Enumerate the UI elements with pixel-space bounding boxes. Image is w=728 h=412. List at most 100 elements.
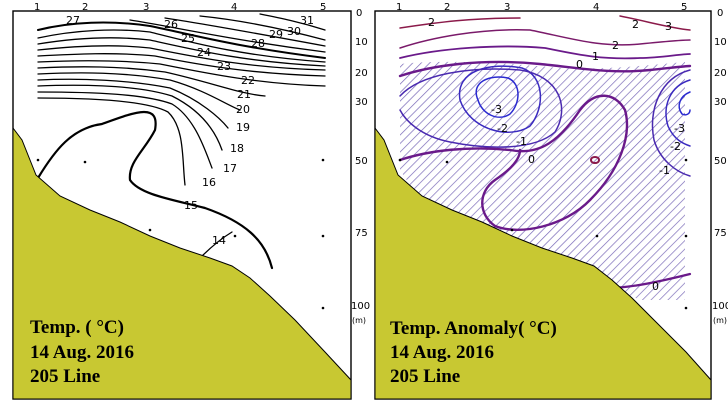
temp-label-15: 15 bbox=[184, 199, 198, 212]
temp-sample-point bbox=[321, 158, 325, 162]
temp-label-18: 18 bbox=[230, 142, 244, 155]
temp-y-tick-0: 0 bbox=[356, 8, 362, 19]
temp-sample-point bbox=[148, 228, 152, 232]
anom-label-neg2-right: -2 bbox=[670, 140, 681, 153]
temp-contour-28 bbox=[129, 19, 326, 53]
anomaly-y-ticks: 0 10 20 30 50 75 100 (m) bbox=[712, 8, 728, 325]
anom-title-line-2: 14 Aug. 2016 bbox=[390, 342, 494, 363]
temp-label-27: 27 bbox=[66, 14, 80, 27]
temp-contour-25 bbox=[37, 37, 326, 67]
temp-label-17: 17 bbox=[223, 162, 237, 175]
temp-y-tick-50: 50 bbox=[355, 156, 368, 167]
temp-contour-21 bbox=[37, 66, 266, 97]
anom-x-tick-1: 1 bbox=[396, 2, 402, 13]
temp-contour-22 bbox=[37, 60, 326, 87]
anom-label-0-b: 0 bbox=[528, 153, 535, 166]
temp-y-tick-30: 30 bbox=[355, 97, 368, 108]
anom-y-tick-0: 0 bbox=[717, 8, 723, 19]
temp-label-26: 26 bbox=[164, 18, 178, 31]
temp-contour-24 bbox=[37, 45, 326, 71]
temp-sample-point bbox=[233, 234, 237, 238]
temp-y-tick-20: 20 bbox=[355, 68, 368, 79]
anomaly-title: Temp. Anomaly( °C) 14 Aug. 2016 205 Line bbox=[390, 318, 557, 387]
anom-y-tick-100: 100 bbox=[712, 301, 728, 312]
anom-label-neg1-left: -1 bbox=[516, 135, 527, 148]
anom-contour-3 bbox=[619, 15, 691, 31]
temp-contour-19 bbox=[37, 78, 229, 129]
temp-y-unit: (m) bbox=[352, 316, 366, 325]
temp-label-29: 29 bbox=[269, 28, 283, 41]
temp-sample-point bbox=[321, 234, 325, 238]
anom-contour-0-upper bbox=[398, 60, 692, 78]
anom-label-2-b: 2 bbox=[632, 18, 639, 31]
anom-label-0-a: 0 bbox=[576, 58, 583, 71]
temp-label-31: 31 bbox=[300, 14, 314, 27]
temp-contour-30 bbox=[199, 15, 326, 41]
anomaly-contours bbox=[398, 15, 692, 290]
anomaly-panel: 1 2 3 4 5 0 10 20 30 50 75 100 (m) bbox=[374, 2, 728, 400]
anom-label-2-a: 2 bbox=[428, 16, 435, 29]
temperature-sample-points bbox=[36, 158, 325, 310]
anom-label-0-c: 0 bbox=[652, 280, 659, 293]
anom-sample-point bbox=[510, 228, 514, 232]
temp-label-14: 14 bbox=[212, 234, 226, 247]
anom-sample-point bbox=[684, 306, 688, 310]
temp-label-23: 23 bbox=[217, 60, 231, 73]
temp-label-28: 28 bbox=[251, 37, 265, 50]
temp-label-24: 24 bbox=[197, 46, 211, 59]
temperature-panel: 1 2 3 4 5 0 10 20 30 50 75 100 (m) bbox=[12, 2, 370, 400]
anom-contour-neg3-left bbox=[475, 76, 519, 118]
anom-contour-neg3-right bbox=[678, 91, 691, 116]
temp-x-tick-2: 2 bbox=[82, 2, 88, 13]
temperature-title: Temp. ( °C) 14 Aug. 2016 205 Line bbox=[30, 317, 134, 387]
temp-x-tick-5: 5 bbox=[320, 2, 326, 13]
anomaly-x-ticks: 1 2 3 4 5 bbox=[396, 2, 687, 13]
anom-contour-0-mid bbox=[398, 94, 629, 231]
temp-x-tick-4: 4 bbox=[231, 2, 237, 13]
anom-contour-0-small bbox=[589, 156, 601, 164]
temperature-seabed bbox=[12, 126, 352, 400]
anom-y-tick-50: 50 bbox=[714, 156, 727, 167]
temp-y-tick-10: 10 bbox=[355, 37, 368, 48]
anom-contour-neg1-left bbox=[399, 68, 563, 148]
temp-contour-18 bbox=[37, 84, 223, 151]
temp-label-30: 30 bbox=[287, 25, 301, 38]
anomaly-contour-labels: 2 2 3 2 1 0 -3 -2 -1 0 -3 -2 -1 0 bbox=[428, 16, 685, 293]
temp-x-tick-3: 3 bbox=[143, 2, 149, 13]
anom-label-1: 1 bbox=[592, 50, 599, 63]
anom-sample-point bbox=[595, 234, 599, 238]
anomaly-seabed bbox=[374, 126, 712, 400]
temp-y-tick-75: 75 bbox=[355, 228, 368, 239]
temp-contour-17 bbox=[37, 91, 213, 169]
temperature-y-ticks: 0 10 20 30 50 75 100 (m) bbox=[351, 8, 370, 325]
temp-label-16: 16 bbox=[202, 176, 216, 189]
anom-sample-point bbox=[684, 234, 688, 238]
temp-contour-31 bbox=[259, 13, 326, 31]
temperature-contours bbox=[36, 13, 326, 270]
anom-y-tick-10: 10 bbox=[714, 37, 727, 48]
anom-contour-neg2-right bbox=[665, 79, 691, 147]
anom-sample-point bbox=[684, 158, 688, 162]
temp-title-line-1: Temp. ( °C) bbox=[30, 317, 124, 338]
anom-label-neg3-left: -3 bbox=[491, 103, 502, 116]
temp-contour-23 bbox=[37, 53, 326, 77]
temp-sample-point bbox=[36, 158, 40, 162]
anom-x-tick-4: 4 bbox=[593, 2, 599, 13]
anom-y-unit: (m) bbox=[713, 316, 727, 325]
temperature-contour-labels: 27 26 25 24 23 22 21 20 19 18 17 16 15 1… bbox=[66, 14, 314, 247]
temp-contour-16 bbox=[37, 97, 186, 186]
temp-title-line-2: 14 Aug. 2016 bbox=[30, 342, 134, 363]
temp-contour-27 bbox=[37, 21, 326, 59]
temp-contour-20 bbox=[37, 72, 241, 111]
anom-x-tick-2: 2 bbox=[444, 2, 450, 13]
anom-title-line-3: 205 Line bbox=[390, 366, 460, 387]
temp-contour-26 bbox=[37, 29, 326, 63]
temp-label-19: 19 bbox=[236, 121, 250, 134]
anom-x-tick-5: 5 bbox=[681, 2, 687, 13]
anom-label-3: 3 bbox=[665, 20, 672, 33]
anom-contour-2-top bbox=[399, 17, 521, 29]
temp-contour-15 bbox=[36, 110, 274, 270]
temp-contour-29 bbox=[164, 17, 326, 47]
anom-y-tick-30: 30 bbox=[714, 97, 727, 108]
anom-label-neg2-left: -2 bbox=[497, 122, 508, 135]
